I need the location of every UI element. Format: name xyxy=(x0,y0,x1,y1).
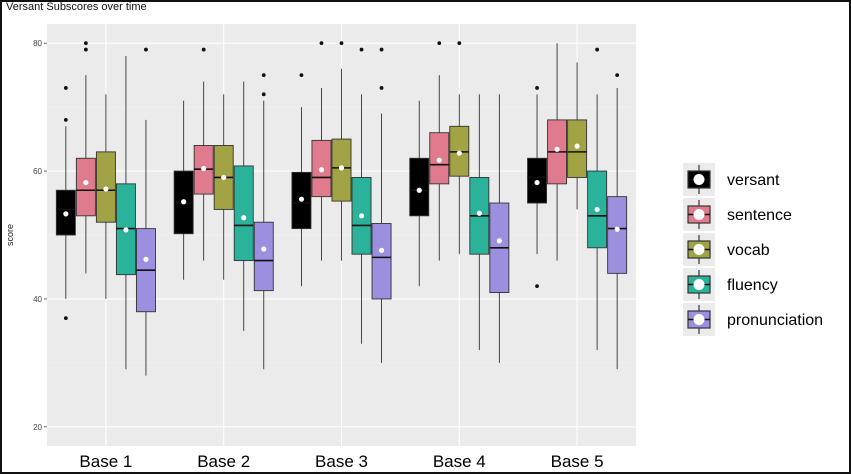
category-label-bg xyxy=(519,446,636,472)
mean-point-fluency xyxy=(594,206,600,213)
outlier-point-versant xyxy=(63,86,68,90)
legend-key-mean xyxy=(693,314,705,325)
legend-label-versant: versant xyxy=(727,172,780,189)
outlier-point-pronunciation xyxy=(379,86,384,90)
outlier-point-sentence xyxy=(437,41,442,46)
box-pronunciation xyxy=(253,221,274,292)
box-pronunciation xyxy=(607,196,628,274)
mean-point-pronunciation xyxy=(496,238,502,244)
mean-point-versant xyxy=(534,179,540,186)
mean-point-fluency xyxy=(123,227,129,233)
category-label: Base 2 xyxy=(197,452,250,471)
outlier-point-versant xyxy=(299,73,304,78)
outlier-point-versant xyxy=(535,284,539,289)
outlier-point-pronunciation xyxy=(144,47,148,52)
outlier-point-pronunciation xyxy=(615,73,620,78)
mean-point-vocab xyxy=(103,186,109,192)
box-versant xyxy=(409,157,430,217)
mean-point-versant xyxy=(63,211,69,217)
legend-key-mean xyxy=(693,279,705,290)
mean-point-sentence xyxy=(436,157,442,163)
y-axis-label: score xyxy=(5,224,15,246)
legend-label-sentence: sentence xyxy=(727,207,792,224)
mean-point-vocab xyxy=(574,143,580,149)
outlier-point-vocab xyxy=(457,41,462,46)
legend-label-fluency: fluency xyxy=(727,277,778,294)
mean-point-fluency xyxy=(241,215,247,221)
outlier-point-pronunciation xyxy=(261,92,266,97)
mean-point-vocab xyxy=(221,174,227,181)
outlier-point-fluency xyxy=(359,47,364,52)
outlier-point-vocab xyxy=(339,41,344,46)
mean-point-pronunciation xyxy=(378,247,385,253)
outlier-point-fluency xyxy=(595,47,600,52)
outlier-point-sentence xyxy=(83,41,88,46)
outlier-point-versant xyxy=(63,316,68,321)
category-label-bg xyxy=(283,446,400,472)
category-label: Base 4 xyxy=(433,452,486,471)
y-tick-label: 40 xyxy=(33,295,42,304)
category-label: Base 5 xyxy=(551,452,604,471)
y-tick-label: 60 xyxy=(33,167,42,176)
mean-point-fluency xyxy=(358,213,365,219)
outlier-point-pronunciation xyxy=(379,47,384,52)
mean-point-sentence xyxy=(554,146,560,152)
outlier-point-versant xyxy=(63,118,68,122)
mean-point-versant xyxy=(298,196,305,202)
category-label: Base 3 xyxy=(315,452,368,471)
outlier-point-sentence xyxy=(319,41,324,46)
category-label-bg xyxy=(165,446,282,472)
category-label: Base 1 xyxy=(79,452,132,471)
y-tick-label: 20 xyxy=(33,423,42,432)
outlier-point-sentence xyxy=(201,47,206,52)
legend-key-mean xyxy=(693,209,705,220)
box-fluency xyxy=(233,165,254,262)
box-pronunciation xyxy=(371,223,392,300)
category-label-bg xyxy=(401,446,518,472)
outlier-point-versant xyxy=(535,86,539,90)
legend-key-mean xyxy=(693,174,705,185)
mean-point-pronunciation xyxy=(614,226,620,232)
mean-point-vocab xyxy=(456,150,462,156)
y-tick-label: 80 xyxy=(33,39,42,48)
legend-key-mean xyxy=(693,244,705,255)
mean-point-sentence xyxy=(201,165,207,172)
legend-label-pronunciation: pronunciation xyxy=(727,312,823,329)
outlier-point-pronunciation xyxy=(261,73,266,78)
mean-point-sentence xyxy=(83,179,89,186)
mean-point-pronunciation xyxy=(143,256,149,262)
mean-point-pronunciation xyxy=(261,246,267,252)
mean-point-fluency xyxy=(476,210,482,216)
box-sentence xyxy=(75,157,96,217)
chart-title: Versant Subscores over time xyxy=(6,1,147,13)
mean-point-versant xyxy=(416,187,422,193)
mean-point-sentence xyxy=(318,167,325,173)
outlier-point-sentence xyxy=(83,47,88,52)
mean-point-versant xyxy=(181,199,187,205)
mean-point-vocab xyxy=(338,165,345,171)
category-label-bg xyxy=(47,446,164,472)
legend-label-vocab: vocab xyxy=(727,242,770,259)
